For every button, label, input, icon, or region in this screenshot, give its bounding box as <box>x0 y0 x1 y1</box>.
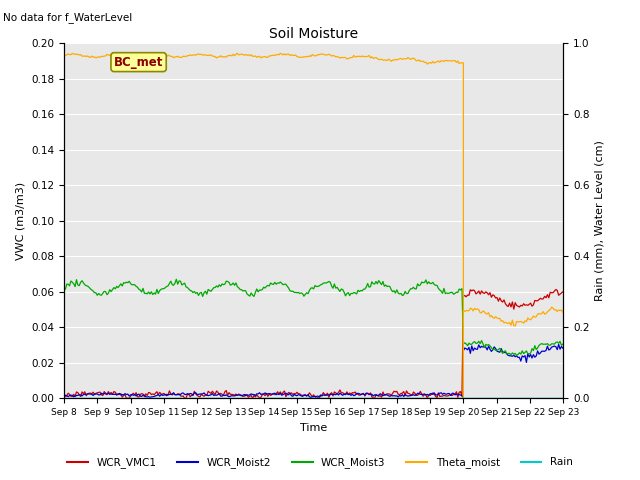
Y-axis label: VWC (m3/m3): VWC (m3/m3) <box>15 182 26 260</box>
Legend: WCR_VMC1, WCR_Moist2, WCR_Moist3, Theta_moist, Rain: WCR_VMC1, WCR_Moist2, WCR_Moist3, Theta_… <box>63 453 577 472</box>
Y-axis label: Rain (mm), Water Level (cm): Rain (mm), Water Level (cm) <box>595 140 605 301</box>
Title: Soil Moisture: Soil Moisture <box>269 27 358 41</box>
Text: BC_met: BC_met <box>114 56 163 69</box>
X-axis label: Time: Time <box>300 423 327 432</box>
Text: No data for f_WaterLevel: No data for f_WaterLevel <box>3 12 132 23</box>
